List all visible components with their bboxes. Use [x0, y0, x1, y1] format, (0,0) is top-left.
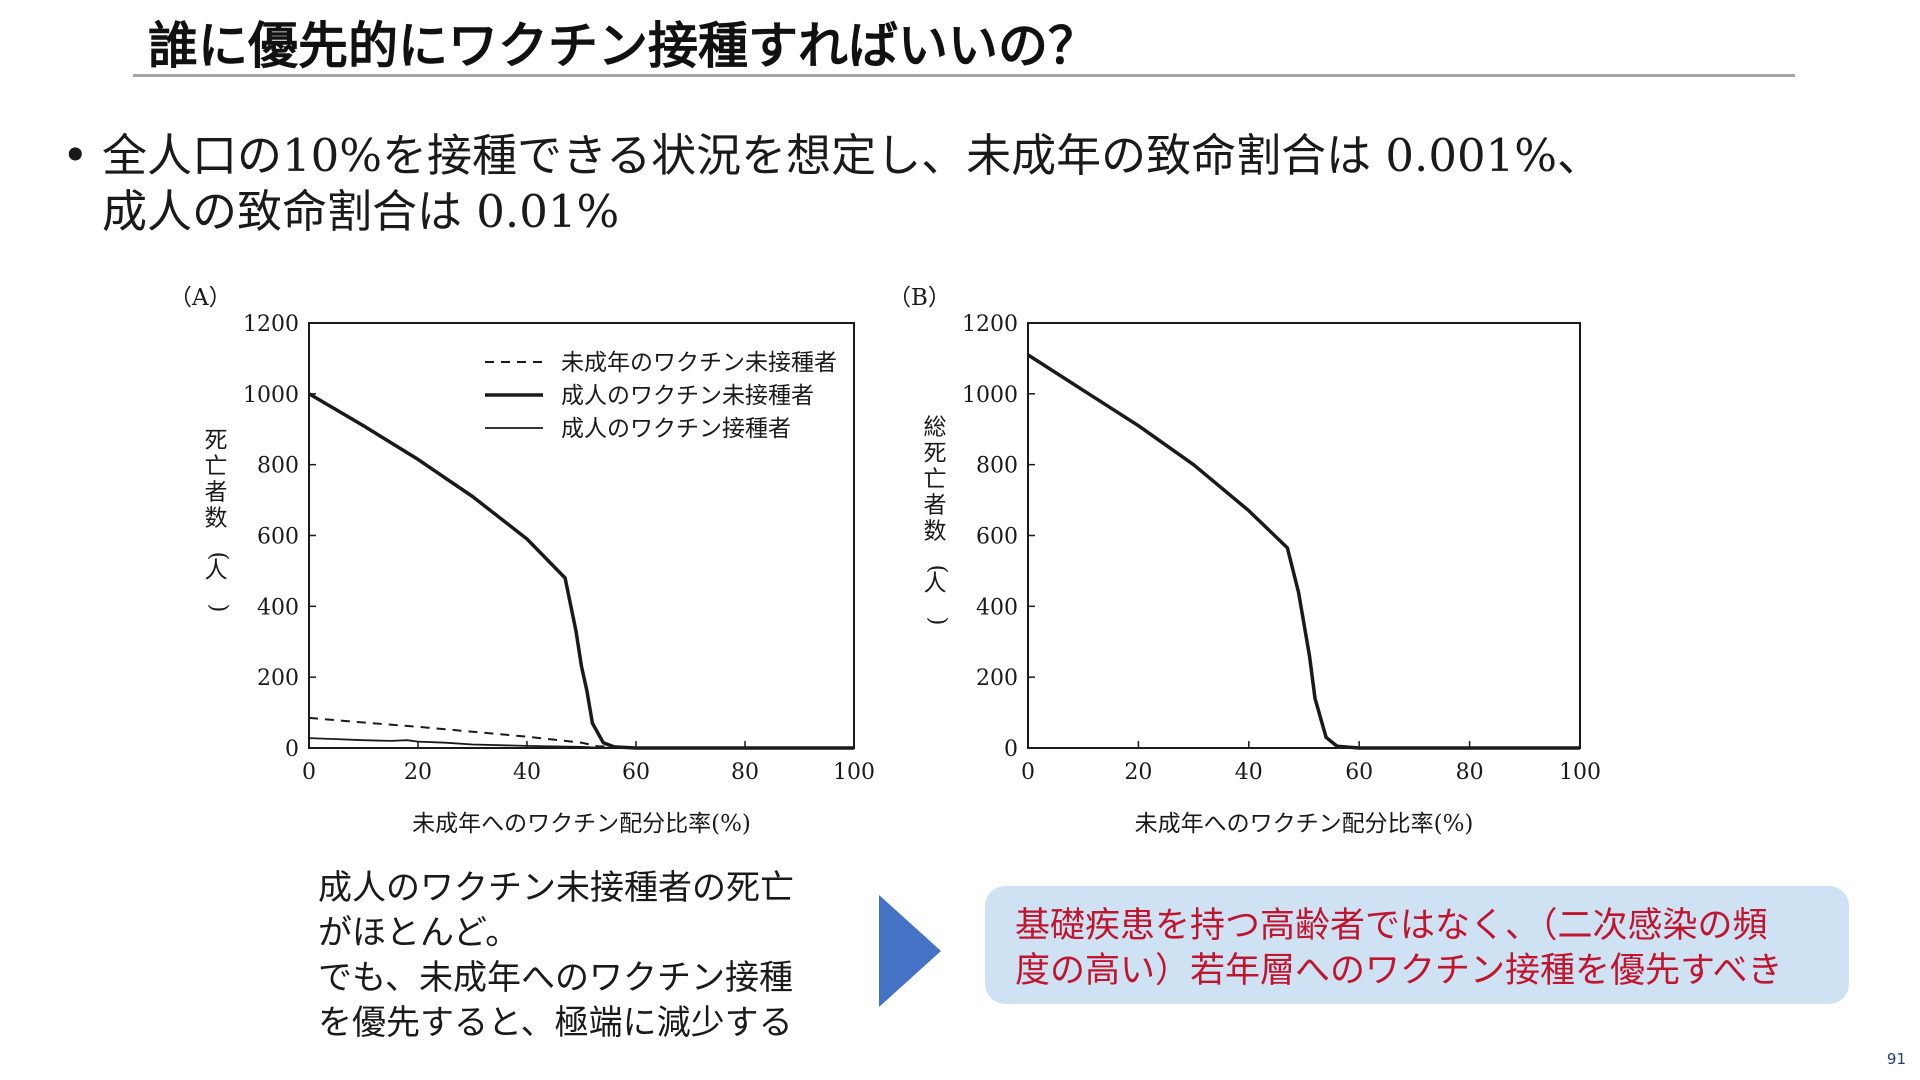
bullet-point: • 全人口の10%を接種できる状況を想定し、未成年の致命割合は 0.001%、 … — [62, 128, 1862, 240]
chart-a-x-tick-label: 100 — [833, 760, 875, 785]
bullet-marker: • — [62, 129, 89, 182]
chart-a-legend-label-2: 成人のワクチン未接種者 — [561, 383, 814, 409]
chart-b-y-tick-label: 1200 — [962, 312, 1018, 337]
chart-a-y-axis-label: 死亡者数(人) — [205, 428, 232, 613]
page-number: 91 — [1886, 1050, 1906, 1068]
chart-a-legend-label-3: 成人のワクチン接種者 — [561, 416, 791, 442]
chart-b-x-tick-label: 0 — [1021, 760, 1035, 785]
chart-b-x-tick-label: 40 — [1235, 760, 1263, 785]
title-rule — [133, 74, 1795, 77]
chart-b-plot-frame — [1027, 322, 1581, 749]
chart-b-y-tick-label: 800 — [976, 454, 1018, 479]
chart-b-y-axis-label: 総死亡者数(人) — [924, 415, 951, 626]
conclusion-callout: 基礎疾患を持つ高齢者ではなく、（二次感染の頻 度の高い）若年層へのワクチン接種を… — [985, 886, 1849, 1004]
chart-b-y-tick-label: 200 — [976, 666, 1018, 691]
chart-b-y-tick-label: 400 — [976, 595, 1018, 620]
chart-a-series-line-1 — [308, 716, 854, 749]
chart-b-x-tick-label: 80 — [1456, 760, 1484, 785]
chart-b-y-tick-label: 1000 — [962, 383, 1018, 408]
right-triangle-arrow-icon — [879, 895, 941, 1007]
chart-a-series-line-2 — [308, 392, 854, 750]
observation-note: 成人のワクチン未接種者の死亡 がほとんど。 でも、未成年へのワクチン接種 を優先… — [318, 866, 794, 1046]
chart-a-series-line-3 — [308, 737, 854, 749]
chart-b-x-axis-label: 未成年へのワクチン配分比率(%) — [1135, 811, 1474, 837]
chart-a-y-tick-label: 600 — [257, 525, 299, 550]
chart-b-y-tick-label: 0 — [1004, 737, 1018, 762]
chart-a-x-tick-label: 60 — [622, 760, 650, 785]
chart-a-y-tick-label: 1200 — [243, 312, 299, 337]
chart-a-y-tick-label: 200 — [257, 666, 299, 691]
note-line-1: 成人のワクチン未接種者の死亡 — [318, 868, 794, 908]
note-line-4: を優先すると、極端に減少する — [318, 1003, 793, 1043]
slide-title: 誰に優先的にワクチン接種すればいいの？ — [148, 17, 1098, 75]
chart-a-x-tick-label: 20 — [404, 760, 432, 785]
chart-b-y-tick-label: 600 — [976, 525, 1018, 550]
chart-a-plot-frame — [308, 322, 855, 749]
chart-a-y-tick-label: 0 — [285, 737, 299, 762]
chart-a-y-tick-label: 400 — [257, 595, 299, 620]
chart-a-x-axis-label: 未成年へのワクチン配分比率(%) — [412, 811, 751, 837]
note-line-3: でも、未成年へのワクチン接種 — [318, 958, 793, 998]
chart-a-y-tick-label: 800 — [257, 454, 299, 479]
chart-b-x-tick-label: 20 — [1124, 760, 1152, 785]
note-line-2: がほとんど。 — [318, 913, 520, 953]
callout-line-2: 度の高い）若年層へのワクチン接種を優先すべき — [1015, 951, 1783, 991]
chart-a-panel-label: （A） — [169, 285, 232, 311]
chart-b-series-line-1 — [1027, 353, 1580, 750]
chart-a-x-tick-label: 0 — [302, 760, 316, 785]
callout-line-1: 基礎疾患を持つ高齢者ではなく、（二次感染の頻 — [1015, 906, 1768, 946]
chart-a-legend-label-1: 未成年のワクチン未接種者 — [561, 350, 837, 376]
chart-a-y-tick-label: 1000 — [243, 383, 299, 408]
bullet-line-2: 成人の致命割合は 0.01% — [102, 185, 620, 238]
chart-a-x-tick-label: 40 — [513, 760, 541, 785]
bullet-line-1: 全人口の10%を接種できる状況を想定し、未成年の致命割合は 0.001%、 — [102, 129, 1603, 182]
chart-b-x-tick-label: 60 — [1345, 760, 1373, 785]
chart-a-x-tick-label: 80 — [731, 760, 759, 785]
chart-b-panel-label: （B） — [888, 285, 951, 311]
chart-b-x-tick-label: 100 — [1559, 760, 1601, 785]
